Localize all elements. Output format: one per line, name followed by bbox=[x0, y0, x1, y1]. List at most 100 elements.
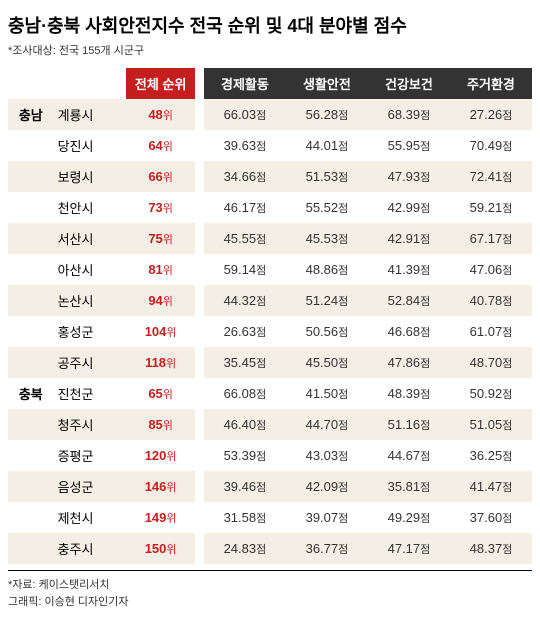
score-value: 48.86점 bbox=[286, 254, 368, 285]
city-name: 천안시 bbox=[54, 192, 127, 223]
spacer bbox=[195, 347, 204, 378]
score-value: 48.39점 bbox=[368, 378, 450, 409]
table-row: 음성군146위39.46점42.09점35.81점41.47점 bbox=[8, 471, 532, 502]
spacer bbox=[195, 502, 204, 533]
city-name: 홍성군 bbox=[54, 316, 127, 347]
score-value: 53.39점 bbox=[204, 440, 286, 471]
region-label bbox=[8, 409, 54, 440]
city-name: 당진시 bbox=[54, 130, 127, 161]
score-value: 41.39점 bbox=[368, 254, 450, 285]
score-value: 47.17점 bbox=[368, 533, 450, 564]
score-value: 50.92점 bbox=[450, 378, 532, 409]
score-value: 35.81점 bbox=[368, 471, 450, 502]
region-label: 충북 bbox=[8, 378, 54, 409]
subtitle: *조사대상: 전국 155개 시군구 bbox=[8, 42, 532, 58]
footer: *자료: 케이스탯리서치 그래픽: 이승현 디자인기자 bbox=[8, 577, 532, 610]
score-value: 44.01점 bbox=[286, 130, 368, 161]
city-name: 증평군 bbox=[54, 440, 127, 471]
score-value: 49.29점 bbox=[368, 502, 450, 533]
table-row: 당진시64위 39.63점44.01점55.95점70.49점 bbox=[8, 130, 532, 161]
rank-value: 104위 bbox=[126, 316, 194, 347]
score-value: 37.60점 bbox=[450, 502, 532, 533]
score-value: 36.25점 bbox=[450, 440, 532, 471]
rank-value: 66위 bbox=[126, 161, 194, 192]
score-value: 26.63점 bbox=[204, 316, 286, 347]
region-label bbox=[8, 161, 54, 192]
score-value: 44.70점 bbox=[286, 409, 368, 440]
score-value: 46.40점 bbox=[204, 409, 286, 440]
table-row: 논산시94위44.32점51.24점52.84점40.78점 bbox=[8, 285, 532, 316]
table-row: 천안시73위46.17점55.52점42.99점59.21점 bbox=[8, 192, 532, 223]
spacer bbox=[195, 471, 204, 502]
source-text: *자료: 케이스탯리서치 bbox=[8, 577, 532, 594]
spacer bbox=[195, 285, 204, 316]
score-value: 51.53점 bbox=[286, 161, 368, 192]
header-rank: 전체 순위 bbox=[126, 68, 194, 99]
score-value: 41.50점 bbox=[286, 378, 368, 409]
spacer bbox=[195, 99, 204, 130]
rank-value: 94위 bbox=[126, 285, 194, 316]
score-value: 46.68점 bbox=[368, 316, 450, 347]
table-row: 제천시149위31.58점39.07점49.29점37.60점 bbox=[8, 502, 532, 533]
score-value: 39.63점 bbox=[204, 130, 286, 161]
header-cat4: 주거환경 bbox=[450, 68, 532, 99]
city-name: 서산시 bbox=[54, 223, 127, 254]
spacer bbox=[195, 223, 204, 254]
table-row: 보령시66위34.66점51.53점47.93점72.41점 bbox=[8, 161, 532, 192]
spacer bbox=[54, 68, 127, 99]
score-value: 47.06점 bbox=[450, 254, 532, 285]
score-value: 70.49점 bbox=[450, 130, 532, 161]
table-row: 청주시85위46.40점44.70점51.16점51.05점 bbox=[8, 409, 532, 440]
score-value: 43.03점 bbox=[286, 440, 368, 471]
region-label bbox=[8, 533, 54, 564]
score-value: 27.26점 bbox=[450, 99, 532, 130]
region-label bbox=[8, 130, 54, 161]
spacer bbox=[195, 254, 204, 285]
region-label bbox=[8, 440, 54, 471]
score-value: 31.58점 bbox=[204, 502, 286, 533]
score-value: 72.41점 bbox=[450, 161, 532, 192]
score-value: 61.07점 bbox=[450, 316, 532, 347]
rank-value: 150위 bbox=[126, 533, 194, 564]
city-name: 계룡시 bbox=[54, 99, 127, 130]
score-value: 45.55점 bbox=[204, 223, 286, 254]
city-name: 보령시 bbox=[54, 161, 127, 192]
city-name: 아산시 bbox=[54, 254, 127, 285]
score-value: 55.52점 bbox=[286, 192, 368, 223]
score-value: 36.77점 bbox=[286, 533, 368, 564]
region-label bbox=[8, 471, 54, 502]
header-cat2: 생활안전 bbox=[286, 68, 368, 99]
table-row: 공주시118위35.45점45.50점47.86점48.70점 bbox=[8, 347, 532, 378]
city-name: 공주시 bbox=[54, 347, 127, 378]
rank-value: 85위 bbox=[126, 409, 194, 440]
rank-value: 149위 bbox=[126, 502, 194, 533]
table-row: 충남계룡시48위66.03점56.28점68.39점27.26점 bbox=[8, 99, 532, 130]
score-value: 34.66점 bbox=[204, 161, 286, 192]
region-label bbox=[8, 192, 54, 223]
spacer bbox=[195, 533, 204, 564]
table-row: 충북진천군65위66.08점41.50점48.39점50.92점 bbox=[8, 378, 532, 409]
score-value: 44.67점 bbox=[368, 440, 450, 471]
score-value: 51.24점 bbox=[286, 285, 368, 316]
region-label: 충남 bbox=[8, 99, 54, 130]
score-value: 56.28점 bbox=[286, 99, 368, 130]
score-value: 48.37점 bbox=[450, 533, 532, 564]
score-value: 42.99점 bbox=[368, 192, 450, 223]
city-name: 충주시 bbox=[54, 533, 127, 564]
header-cat3: 건강보건 bbox=[368, 68, 450, 99]
rank-value: 64위 bbox=[126, 130, 194, 161]
rank-value: 146위 bbox=[126, 471, 194, 502]
score-value: 55.95점 bbox=[368, 130, 450, 161]
score-value: 59.14점 bbox=[204, 254, 286, 285]
data-table: 전체 순위 경제활동 생활안전 건강보건 주거환경 충남계룡시48위66.03점… bbox=[8, 68, 532, 564]
rank-value: 120위 bbox=[126, 440, 194, 471]
city-name: 논산시 bbox=[54, 285, 127, 316]
table-row: 증평군120위 53.39점43.03점44.67점36.25점 bbox=[8, 440, 532, 471]
spacer bbox=[195, 192, 204, 223]
score-value: 39.07점 bbox=[286, 502, 368, 533]
rank-value: 48위 bbox=[126, 99, 194, 130]
score-value: 42.91점 bbox=[368, 223, 450, 254]
table-row: 충주시150위24.83점36.77점47.17점48.37점 bbox=[8, 533, 532, 564]
city-name: 진천군 bbox=[54, 378, 127, 409]
score-value: 39.46점 bbox=[204, 471, 286, 502]
